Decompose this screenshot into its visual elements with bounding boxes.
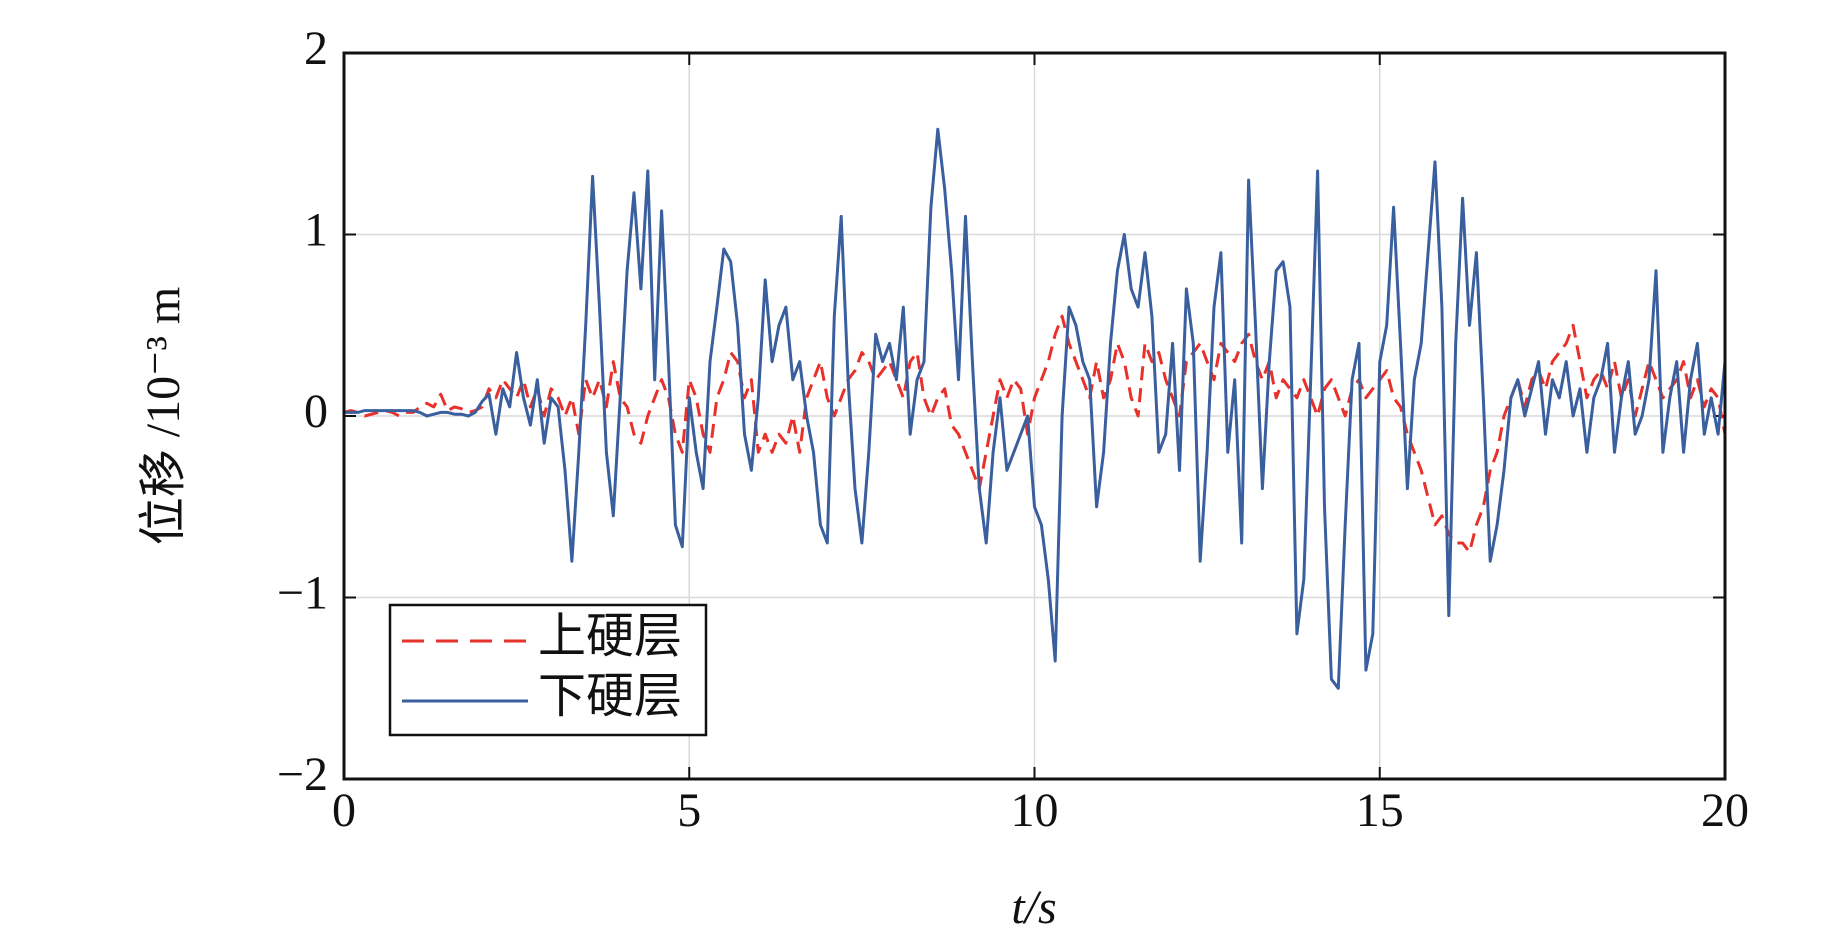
legend-label: 上硬层 [538,610,682,663]
y-tick-label: 1 [304,204,328,257]
line-series [344,127,1727,690]
x-tick-label: 20 [1701,784,1749,837]
x-axis-label: t/s [1011,881,1056,934]
y-axis-label: 位移 /10⁻³ m [137,287,190,545]
x-tick-label: 0 [332,784,356,837]
y-tick-label: −1 [277,567,328,620]
legend-box [388,603,708,737]
x-tick-label: 10 [1011,784,1059,837]
plot-frame [342,51,1727,781]
y-tick-label: −2 [277,748,328,801]
line-series [343,314,1727,554]
legend-label: 下硬层 [538,670,682,723]
x-tick-label: 15 [1356,784,1404,837]
y-tick-label: 2 [304,22,328,75]
y-tick-label: 0 [304,385,328,438]
x-tick-label: 5 [677,784,701,837]
